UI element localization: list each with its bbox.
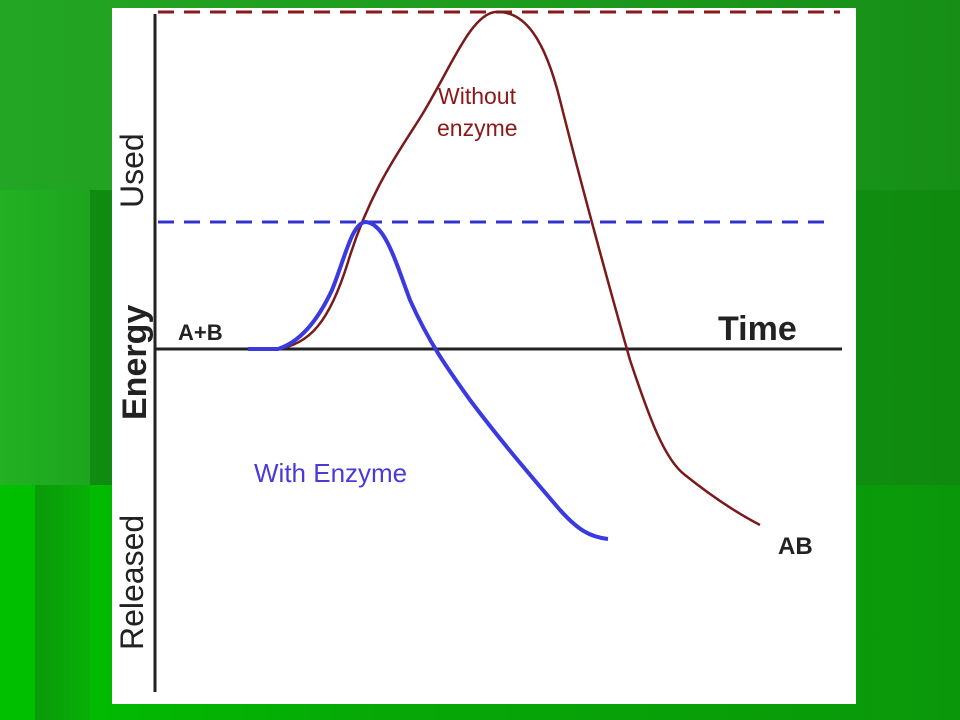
x-axis-label: Time [718, 310, 797, 348]
product-label: AB [778, 533, 813, 560]
y-label-used: Used [114, 133, 150, 208]
with-enzyme-label: With Enzyme [254, 458, 407, 488]
without-enzyme-label-line2: enzyme [437, 115, 518, 141]
y-label-energy: Energy [116, 305, 154, 420]
slide-background-accent [35, 485, 90, 720]
without-enzyme-label: Without [438, 83, 517, 109]
y-label-released: Released [114, 515, 150, 650]
curve-without-enzyme [274, 10, 761, 527]
reactants-label: A+B [178, 320, 223, 345]
curve-with-enzyme [248, 219, 609, 541]
diagram-panel [112, 8, 856, 704]
slide-background-left [0, 190, 90, 485]
